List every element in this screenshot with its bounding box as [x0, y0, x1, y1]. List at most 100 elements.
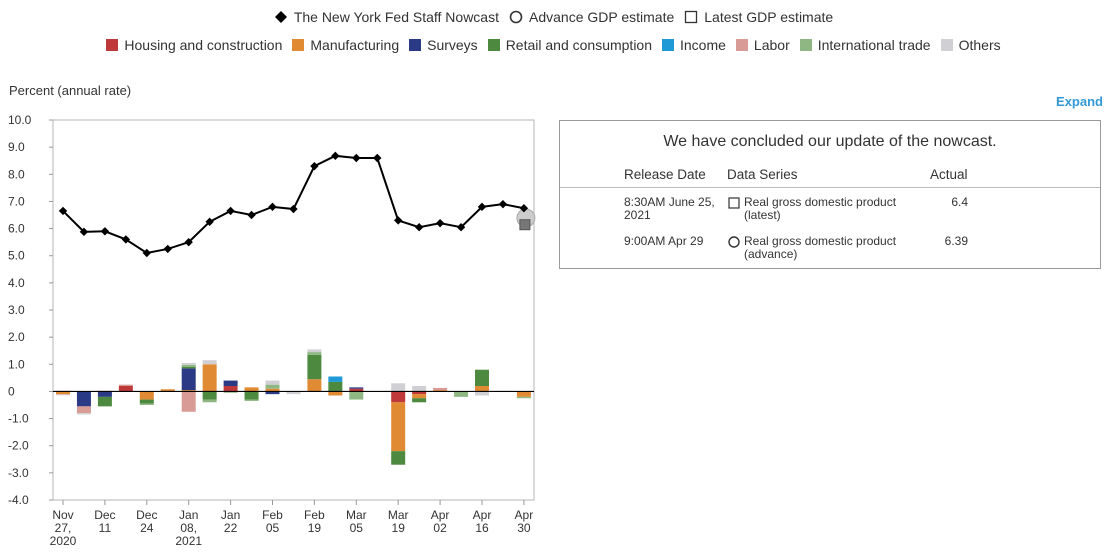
y-tick-label: 4.0: [8, 276, 25, 290]
bar-segment: [139, 403, 154, 405]
bar-segment: [349, 388, 364, 392]
data-series-line: (advance): [744, 247, 798, 261]
x-tick-label: Dec 24: [136, 508, 157, 535]
bar-segment: [412, 391, 427, 395]
legend-cat-trade[interactable]: International trade: [799, 37, 931, 53]
swatch-trade: [799, 39, 812, 51]
panel-divider: [560, 187, 1100, 188]
bar-segment: [265, 380, 280, 385]
bar-segment: [97, 396, 112, 407]
bar-segment: [202, 399, 217, 403]
legend-cat-labor[interactable]: Labor: [735, 37, 790, 53]
legend-cat-others[interactable]: Others: [940, 37, 1001, 53]
nowcast-point: [414, 223, 424, 232]
bar-segment: [76, 413, 91, 415]
bar-segment: [97, 391, 112, 397]
legend-categories: Housing and construction Manufacturing S…: [0, 37, 1107, 53]
legend-cat-label: Housing and construction: [124, 37, 283, 53]
nowcast-point: [58, 206, 68, 216]
bar-segment: [139, 399, 154, 404]
y-tick-label: 8.0: [8, 167, 25, 181]
x-tick-label: Jan 22: [221, 508, 240, 535]
bar-segment: [475, 391, 489, 396]
bar-segment: [286, 391, 301, 395]
y-tick-label: 5.0: [8, 249, 25, 263]
release-date-line: 9:00AM Apr 29: [624, 234, 704, 248]
expand-link[interactable]: Expand: [1056, 94, 1103, 109]
swatch-surveys: [409, 39, 422, 51]
data-series: Real gross domestic product (latest): [744, 196, 934, 222]
x-tick-label: Apr 02: [431, 508, 450, 535]
bar-segment: [433, 390, 448, 392]
bar-segment: [118, 386, 133, 392]
nowcast-point: [163, 244, 172, 254]
y-tick-label: 10.0: [8, 113, 32, 127]
legend-nowcast[interactable]: The New York Fed Staff Nowcast: [274, 9, 499, 25]
nowcast-point: [79, 227, 89, 237]
release-panel: We have concluded our update of the nowc…: [559, 120, 1101, 269]
x-tick-label: Apr 30: [515, 508, 534, 535]
bar-segment: [307, 354, 322, 380]
y-tick-label: -1.0: [8, 412, 29, 426]
legend-cat-surveys[interactable]: Surveys: [409, 37, 478, 53]
legend-advance[interactable]: Advance GDP estimate: [509, 9, 674, 25]
y-tick-label: 1.0: [8, 357, 25, 371]
bar-segment: [160, 389, 175, 392]
nowcast-point: [373, 153, 382, 163]
actual-value: 6.39: [944, 234, 968, 248]
bar-segment: [56, 394, 70, 395]
square-icon: [728, 197, 740, 209]
bar-segment: [181, 367, 196, 369]
bar-segment: [244, 399, 259, 401]
bar-segment: [307, 349, 322, 353]
diamond-icon: [274, 11, 287, 23]
legend-latest[interactable]: Latest GDP estimate: [684, 9, 833, 25]
legend-cat-manufacturing[interactable]: Manufacturing: [292, 37, 399, 53]
legend-cat-label: Manufacturing: [310, 37, 400, 53]
bar-segment: [56, 391, 70, 395]
legend-cat-income[interactable]: Income: [662, 37, 726, 53]
legend-latest-label: Latest GDP estimate: [704, 9, 834, 25]
panel-message: We have concluded our update of the nowc…: [663, 133, 997, 150]
nowcast-point: [331, 151, 340, 161]
release-date-line: 2021: [624, 208, 651, 222]
nowcast-point: [205, 217, 214, 226]
x-tick-label: Mar 05: [346, 508, 367, 535]
circle-icon: [728, 236, 740, 248]
bar-segment: [181, 362, 196, 365]
nowcast-point: [184, 237, 193, 247]
y-tick-label: 9.0: [8, 140, 25, 154]
bar-segment: [139, 391, 154, 400]
bar-segment: [516, 396, 531, 399]
plot-area: [52, 119, 535, 501]
nowcast-point: [268, 202, 277, 212]
nowcast-point: [100, 227, 110, 236]
nowcast-point: [435, 218, 445, 228]
bar-segment: [76, 391, 91, 407]
legend-cat-label: Others: [958, 37, 1001, 53]
bar-segment: [181, 364, 196, 367]
legend-nowcast-label: The New York Fed Staff Nowcast: [293, 9, 499, 25]
bar-segment: [202, 391, 217, 400]
bar-segment: [328, 376, 343, 382]
bar-segment: [391, 402, 406, 452]
y-tick-label: 2.0: [8, 330, 25, 344]
bar-segment: [181, 368, 196, 391]
swatch-housing: [106, 39, 119, 51]
data-series-line: Real gross domestic product: [744, 195, 897, 209]
y-tick-label: 6.0: [8, 222, 25, 236]
bar-segment: [349, 391, 364, 400]
swatch-labor: [735, 39, 748, 51]
release-date: 9:00AM Apr 29: [624, 235, 724, 248]
bar-segment: [328, 391, 343, 396]
legend-cat-label: Surveys: [427, 37, 478, 53]
bar-segment: [412, 394, 427, 399]
bar-segment: [307, 379, 322, 392]
legend-cat-retail[interactable]: Retail and consumption: [487, 37, 652, 53]
legend-cat-housing[interactable]: Housing and construction: [106, 37, 282, 53]
swatch-manufacturing: [292, 39, 305, 51]
x-tick-label: Feb 19: [304, 508, 325, 535]
bar-segment: [223, 391, 238, 393]
nowcast-point: [247, 210, 256, 220]
bar-segment: [433, 387, 448, 391]
